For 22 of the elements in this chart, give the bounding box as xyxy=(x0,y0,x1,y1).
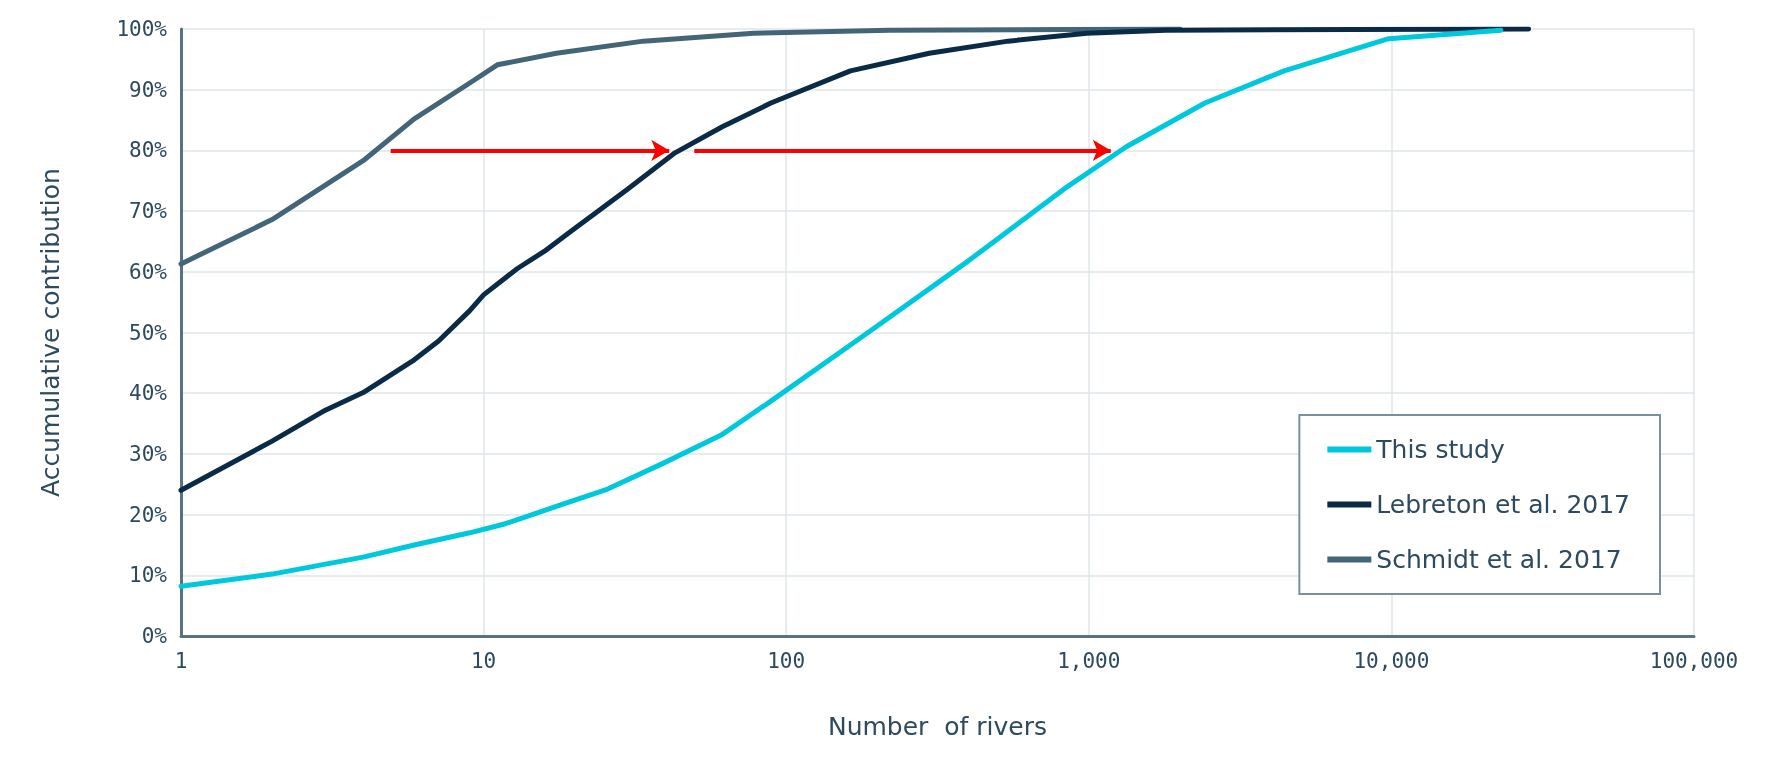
y-tick-label: 80% xyxy=(129,138,168,163)
y-tick-label: 20% xyxy=(129,502,168,527)
x-tick-label: 100 xyxy=(767,648,806,673)
y-tick-label: 30% xyxy=(129,441,168,466)
y-axis-title: Accumulative contribution xyxy=(36,168,65,497)
x-tick-label: 100,000 xyxy=(1649,648,1739,673)
x-tick-label: 1 xyxy=(174,648,188,673)
x-tick-label: 1,000 xyxy=(1057,648,1121,673)
legend-label: This study xyxy=(1375,435,1505,464)
y-tick-label: 70% xyxy=(129,199,168,224)
y-tick-label: 0% xyxy=(141,624,168,648)
legend-label: Schmidt et al. 2017 xyxy=(1376,545,1622,574)
y-tick-label: 10% xyxy=(129,563,168,588)
y-tick-label: 50% xyxy=(129,320,168,345)
legend-label: Lebreton et al. 2017 xyxy=(1376,490,1631,519)
y-tick-label: 40% xyxy=(129,381,168,406)
x-axis-title: Number of rivers xyxy=(827,712,1048,741)
x-tick-label: 10,000 xyxy=(1353,648,1430,673)
y-tick-label: 100% xyxy=(116,17,168,41)
y-tick-label: 60% xyxy=(129,259,168,284)
x-tick-label: 10 xyxy=(470,648,497,673)
y-tick-label: 90% xyxy=(129,77,168,102)
